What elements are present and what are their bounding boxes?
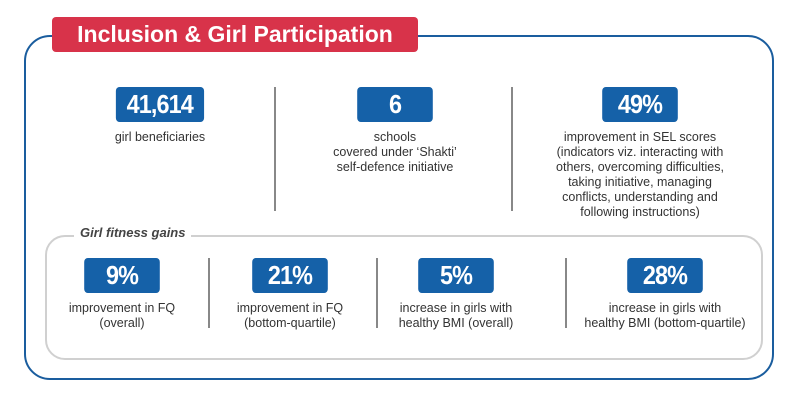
stat-value: 5%	[418, 258, 494, 293]
section-title: Inclusion & Girl Participation	[52, 17, 418, 52]
stat-value: 41,614	[116, 87, 204, 122]
stat-sel-scores: 49% improvement in SEL scores (indicator…	[540, 87, 740, 220]
divider	[376, 258, 378, 328]
stat-schools: 6 schools covered under ‘Shakti’ self-de…	[305, 87, 485, 175]
stat-girl-beneficiaries: 41,614 girl beneficiaries	[80, 87, 240, 145]
stat-label: increase in girls with healthy BMI (over…	[398, 301, 514, 330]
stat-bmi-overall: 5% increase in girls with healthy BMI (o…	[386, 258, 526, 331]
stat-value: 21%	[252, 258, 328, 293]
stat-fq-overall: 9% improvement in FQ (overall)	[52, 258, 192, 331]
stat-value: 28%	[627, 258, 703, 293]
stat-fq-bottom-quartile: 21% improvement in FQ (bottom-quartile)	[220, 258, 360, 331]
divider	[511, 87, 513, 211]
divider	[208, 258, 210, 328]
stat-value: 9%	[84, 258, 160, 293]
stat-label: girl beneficiaries	[114, 130, 206, 144]
fitness-heading: Girl fitness gains	[74, 225, 192, 240]
stat-label: schools covered under ‘Shakti’ self-defe…	[333, 130, 457, 174]
stat-label: improvement in SEL scores (indicators vi…	[556, 130, 724, 219]
divider	[274, 87, 276, 211]
divider	[565, 258, 567, 328]
stat-label: increase in girls with healthy BMI (bott…	[584, 301, 746, 330]
stat-value: 6	[357, 87, 433, 122]
fitness-panel	[45, 235, 763, 360]
stat-label: improvement in FQ (overall)	[68, 301, 176, 330]
stat-label: improvement in FQ (bottom-quartile)	[236, 301, 344, 330]
stat-bmi-bottom-quartile: 28% increase in girls with healthy BMI (…	[570, 258, 760, 331]
stat-value: 49%	[602, 87, 678, 122]
